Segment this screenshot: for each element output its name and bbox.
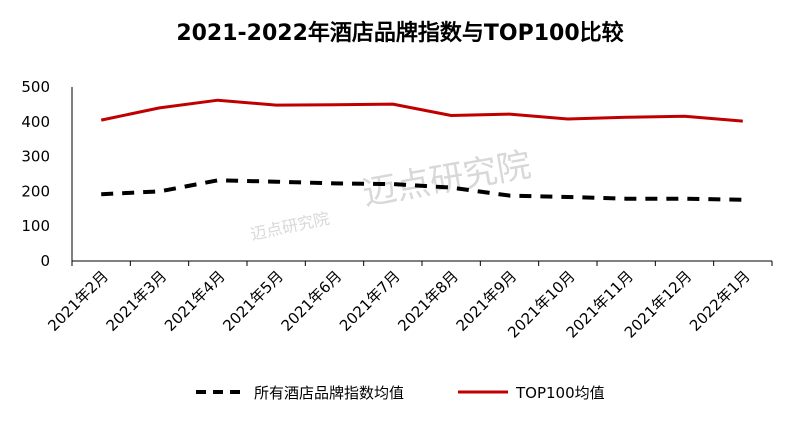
y-tick-label: 0 — [40, 252, 50, 270]
x-tick-label: 2021年5月 — [219, 267, 287, 335]
legend: 所有酒店品牌指数均值 TOP100均值 — [196, 384, 605, 402]
x-tick-label: 2021年4月 — [161, 267, 229, 335]
y-tick-label: 500 — [21, 78, 50, 96]
y-tick-label: 100 — [21, 217, 50, 235]
x-tick-label: 2021年3月 — [103, 267, 171, 335]
x-axis-labels: 2021年2月2021年3月2021年4月2021年5月2021年6月2021年… — [44, 267, 753, 341]
x-tick-label: 2021年2月 — [44, 267, 112, 335]
x-tick-label: 2021年8月 — [394, 267, 462, 335]
y-tick-label: 400 — [21, 113, 50, 131]
y-tick-label: 200 — [21, 182, 50, 200]
x-tick-label: 2022年1月 — [686, 267, 754, 335]
legend-label-top100: TOP100均值 — [515, 384, 605, 402]
watermark-text-small: 迈点研究院 — [249, 209, 331, 244]
y-tick-label: 300 — [21, 148, 50, 166]
x-axis-ticks — [71, 261, 773, 266]
watermark: 迈点研究院 迈点研究院 — [249, 145, 534, 244]
chart-title: 2021-2022年酒店品牌指数与TOP100比较 — [176, 20, 623, 46]
series-line-all-hotels-avg — [101, 178, 743, 202]
series-layer — [100, 98, 743, 202]
watermark-text: 迈点研究院 — [360, 145, 534, 214]
x-tick-label: 2021年7月 — [336, 267, 404, 335]
x-tick-label: 2021年6月 — [278, 267, 346, 335]
y-axis: 0 100 200 300 400 500 — [21, 78, 50, 270]
legend-label-avg: 所有酒店品牌指数均值 — [254, 384, 404, 402]
series-line-top100-avg — [100, 98, 743, 123]
